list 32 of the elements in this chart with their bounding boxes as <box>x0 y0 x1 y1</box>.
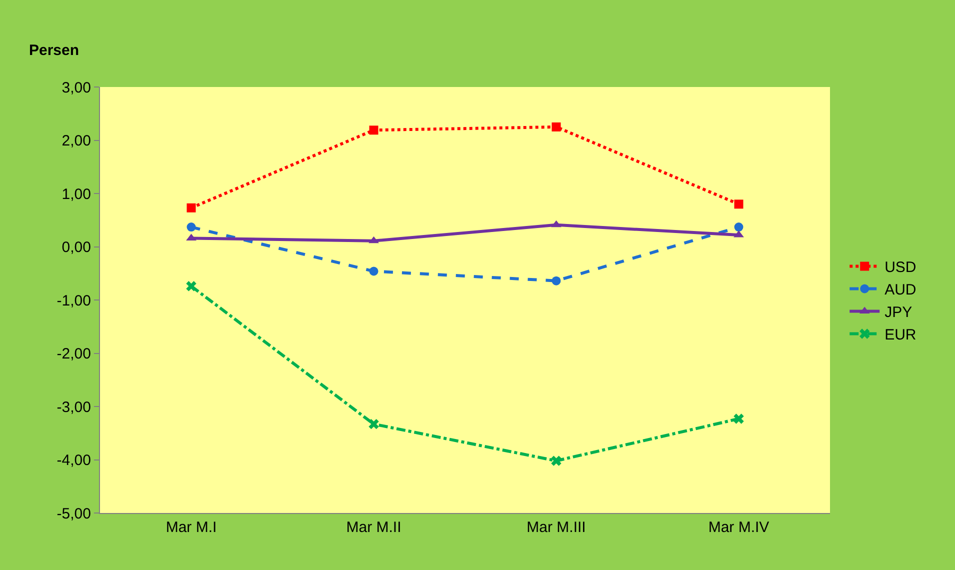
y-tick-label: -5,00 <box>56 505 91 522</box>
point <box>186 203 196 212</box>
legend-label: AUD <box>884 282 916 299</box>
x-tick-label: Mar M.I <box>166 519 217 536</box>
y-tick-label: -2,00 <box>56 346 91 362</box>
point <box>186 222 196 232</box>
point <box>369 266 378 276</box>
legend-label: JPY <box>884 304 912 322</box>
point <box>552 122 561 132</box>
y-tick-label: 1,00 <box>62 186 91 203</box>
point <box>552 276 561 286</box>
point <box>186 281 196 292</box>
point <box>734 200 744 209</box>
y-tick-label: -4,00 <box>56 452 91 469</box>
point <box>551 456 562 466</box>
legend-label: EUR <box>884 326 916 344</box>
y-tick-label: 3,00 <box>62 79 91 96</box>
point <box>734 222 744 232</box>
point <box>734 414 744 424</box>
y-tick-label: -1,00 <box>56 292 91 310</box>
point <box>368 418 379 430</box>
y-tick-label: 0,00 <box>62 239 91 256</box>
x-tick-label: Mar M.IV <box>708 519 770 536</box>
point <box>551 220 562 228</box>
legend-label: USD <box>884 259 916 276</box>
x-tick-label: Mar M.III <box>526 519 586 536</box>
point <box>369 126 378 135</box>
y-tick-label: 2,00 <box>62 132 91 150</box>
y-axis-title: Persen <box>29 42 80 59</box>
point <box>368 236 379 244</box>
x-tick-label: Mar M.II <box>346 519 402 536</box>
y-tick-label: -3,00 <box>56 398 91 416</box>
